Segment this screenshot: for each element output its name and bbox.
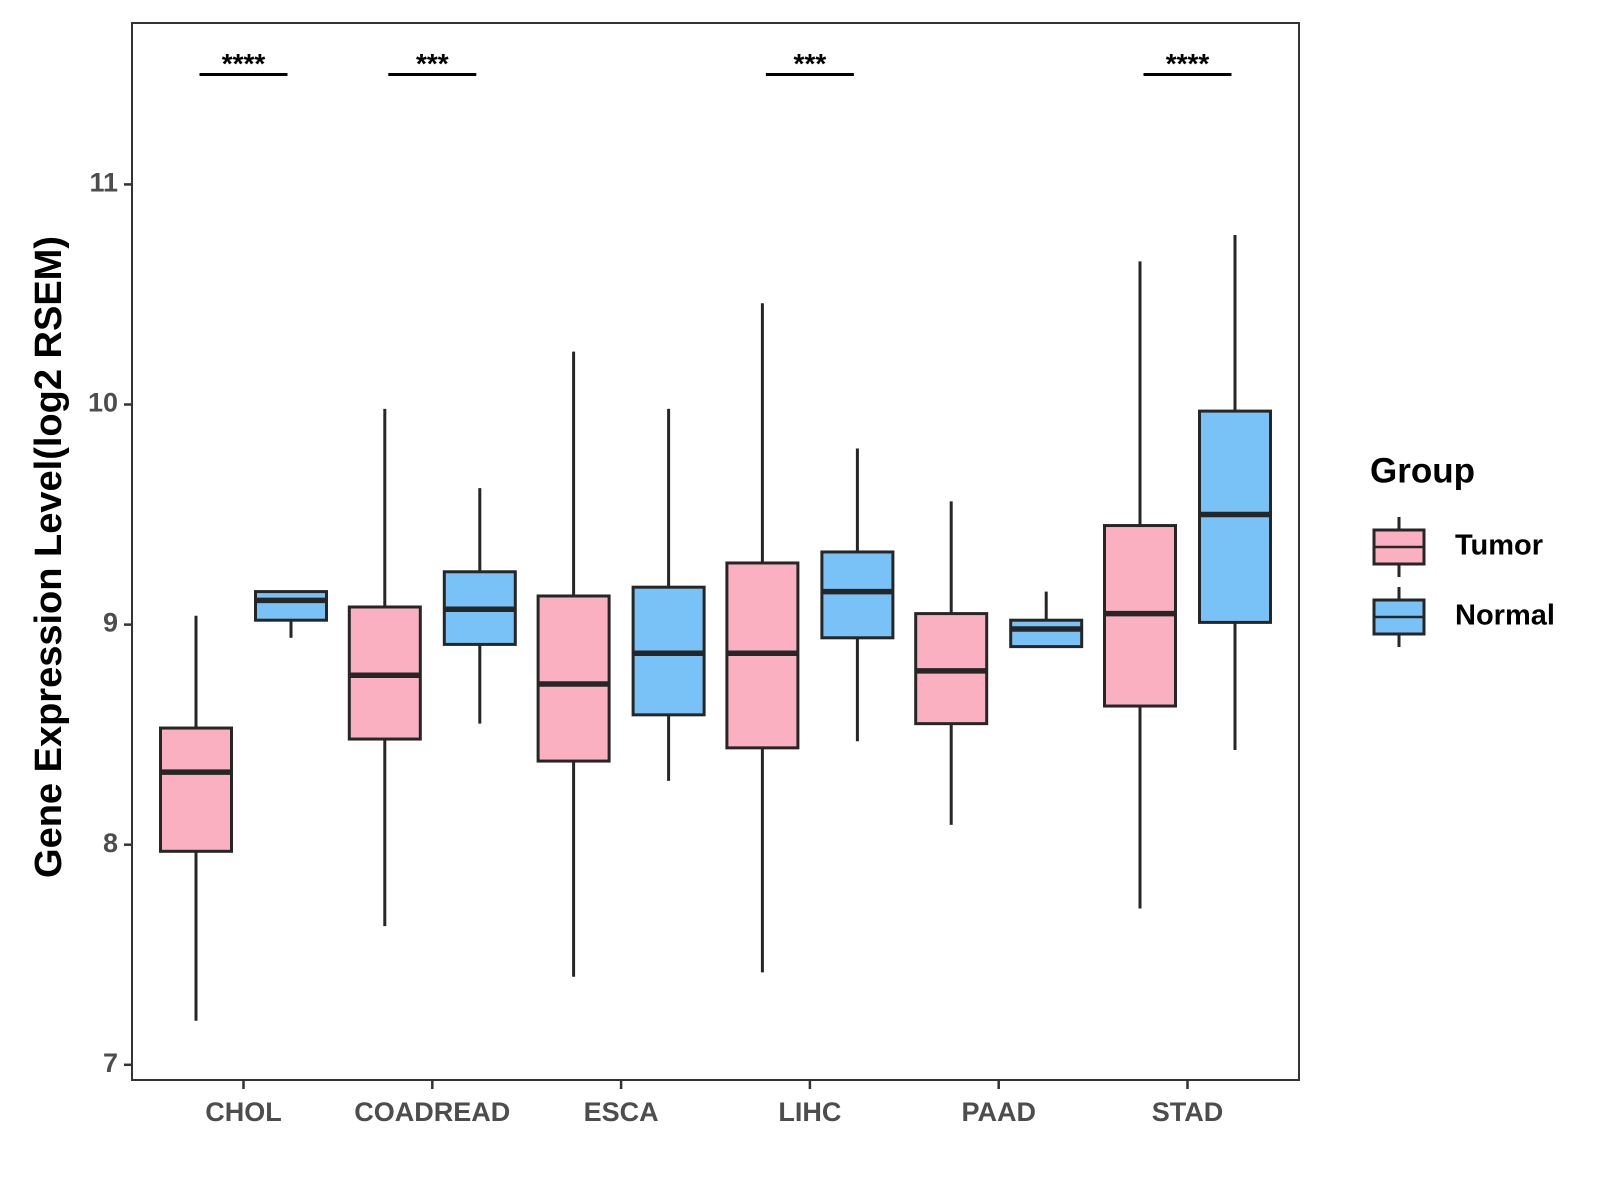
x-tick-label: CHOL xyxy=(205,1097,282,1127)
box-iqr xyxy=(159,726,233,853)
x-tick-label: ESCA xyxy=(584,1097,659,1127)
x-tick-label: STAD xyxy=(1152,1097,1224,1127)
tumor-box-stad xyxy=(1103,261,1177,909)
tumor-box-lihc xyxy=(725,303,800,973)
tumor-box-esca xyxy=(536,351,611,977)
significance-label: *** xyxy=(416,48,449,79)
legend-key-normal xyxy=(1372,587,1426,647)
legend-key-tumor xyxy=(1372,517,1426,577)
significance-label: *** xyxy=(794,48,827,79)
normal-box-lihc xyxy=(820,448,895,742)
significance-label: **** xyxy=(1166,48,1210,79)
x-tick-label: LIHC xyxy=(778,1097,841,1127)
box-iqr xyxy=(536,594,611,763)
normal-box-stad xyxy=(1198,235,1272,751)
legend: Group Tumor Normal xyxy=(1370,451,1555,647)
legend-label-tumor: Tumor xyxy=(1455,530,1543,562)
y-tick-label: 10 xyxy=(88,388,118,418)
box-iqr xyxy=(1009,618,1084,649)
normal-box-esca xyxy=(631,408,706,781)
legend-title: Group xyxy=(1370,451,1475,490)
tumor-box-coadread xyxy=(347,408,422,927)
normal-box-paad xyxy=(1009,591,1084,649)
box-iqr xyxy=(820,550,895,640)
tumor-box-chol xyxy=(159,615,233,1021)
y-tick-label: 8 xyxy=(103,828,118,858)
x-tick-label: PAAD xyxy=(961,1097,1036,1127)
significance-label: **** xyxy=(222,48,266,79)
tumor-box-paad xyxy=(914,501,989,825)
box-iqr xyxy=(254,590,328,622)
plot-frame xyxy=(131,22,1300,1081)
y-tick-label: 9 xyxy=(103,608,118,638)
legend-label-normal: Normal xyxy=(1455,600,1555,632)
normal-box-chol xyxy=(254,590,328,638)
normal-box-coadread xyxy=(442,488,517,724)
y-tick-label: 7 xyxy=(103,1048,118,1078)
y-tick-label: 11 xyxy=(89,168,118,198)
x-tick-label: COADREAD xyxy=(354,1097,510,1127)
y-axis-label: Gene Expression Level(log2 RSEM) xyxy=(28,236,70,878)
